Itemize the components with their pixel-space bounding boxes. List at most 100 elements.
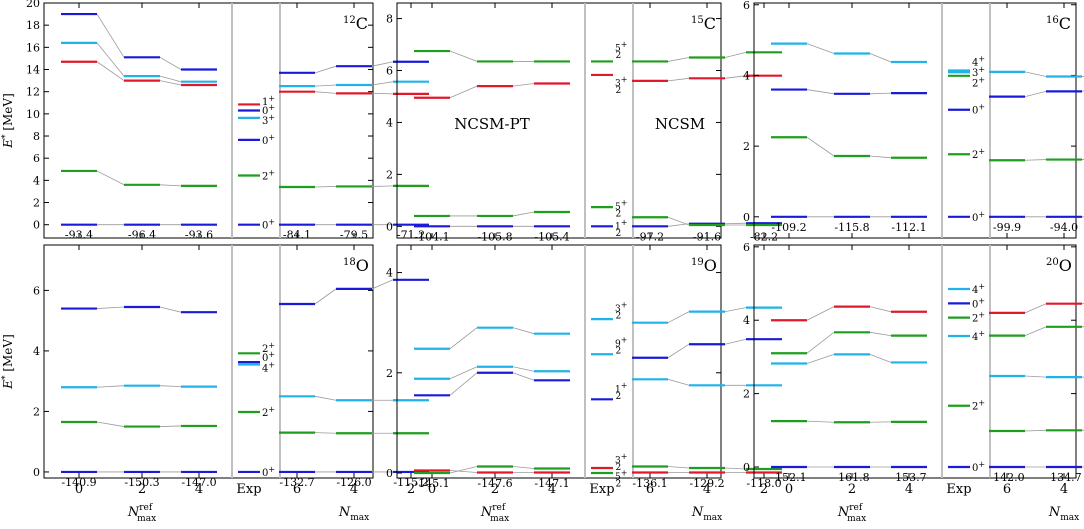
level-connector [1024,159,1047,161]
x-tick-label: Exp [236,482,261,497]
level-connector [314,288,337,305]
level-connector [1024,429,1047,432]
level-connector [806,353,835,364]
level-connector [869,53,892,63]
parity: + [268,168,275,177]
parity: + [268,133,275,142]
level-connector [512,366,535,372]
exp-spin-label: 0+ [262,103,275,117]
y-axis-unit: [MeV] [1,93,15,134]
exp-spin-label: 0+ [972,103,985,117]
method-label-ncsm-pt: NCSM-PT [454,115,529,133]
level-connector [1024,375,1047,378]
y-tick-label: 2 [33,405,40,418]
ground-state-energy: -104.1 [414,230,449,243]
x-tick-label: 6 [1003,482,1011,497]
element-symbol: O [704,256,717,275]
level-connector [1024,90,1047,98]
ground-state-energy: -140.9 [61,476,96,489]
x-tick-label: Exp [946,482,971,497]
exp-spin-label: 0+ [972,460,985,474]
x-tick-label: 0 [785,482,793,497]
parity: + [978,65,985,74]
ground-state-energy: -118.0 [746,477,781,490]
parity: + [621,336,628,345]
ground-state-energy: -147.1 [534,477,569,490]
panel-frame [396,244,722,479]
y-tick-label: 4 [743,69,750,82]
ground-state-energy: -132.7 [279,476,314,489]
parity: + [621,468,628,477]
y-tick-label: 4 [33,174,40,187]
spin-value: 2 [972,314,978,325]
spin-numerator: 3 [615,456,621,466]
ground-state-energy: -112.1 [891,221,926,234]
level-connector [806,89,835,95]
panel-frame [43,244,374,479]
level-connector [724,338,747,345]
level-connector [667,378,690,386]
spin-value: 2 [972,402,978,413]
level-connector [806,43,835,54]
spin-value: 0 [262,106,268,117]
x-tick-label: Exp [589,482,614,497]
exp-spin-label: 2+ [262,168,275,182]
spin-value: 4 [972,285,978,296]
exp-spin-label: 4+ [972,54,985,68]
level-connector [869,306,892,313]
exp-spin-label: 0+ [262,465,275,479]
x-axis-ref-sub: max [137,514,156,524]
ground-state-energy: -150.3 [124,476,159,489]
parity: + [268,350,275,359]
level-connector [314,91,337,94]
spin-value: 4 [972,57,978,68]
exp-spin-label: 3+ 2 [615,301,627,322]
level-connector [449,85,478,99]
mass-number: 18 [343,257,356,268]
spin-value: 0 [262,353,268,364]
level-connector [371,61,394,67]
level-connector [667,466,690,469]
exp-spin-label: 2+ [972,147,985,161]
level-connector [667,77,690,82]
parity: + [621,75,628,84]
x-axis-label-max: Nmax [338,505,369,523]
level-connector [724,222,747,225]
spin-denominator: 2 [615,312,621,322]
parity: + [268,361,275,370]
x-tick-label: 4 [548,482,556,497]
y-axis-unit: [MeV] [1,334,15,375]
y-tick-label: 0 [743,461,750,474]
element-symbol: O [1059,256,1072,275]
level-connector [449,372,478,396]
x-axis-ref-sub: max [490,514,509,524]
level-connector [314,84,337,87]
mass-number: 12 [343,15,356,26]
y-tick-label: 2 [33,197,40,210]
level-connector [667,57,690,62]
spin-value: 0 [262,468,268,479]
parity: + [268,94,275,103]
y-tick-label: 6 [33,284,40,297]
x-axis-max-N: N [691,505,704,520]
level-connector [159,184,182,187]
y-tick-label: 2 [386,168,393,181]
level-connector [869,155,892,159]
spin-value: 2 [972,79,978,90]
ground-state-energy: -115.8 [834,221,869,234]
parity: + [268,103,275,112]
ground-state-energy: -93.4 [65,229,93,242]
exp-spin-label: 4+ [262,361,275,375]
ground-state-energy: -105.8 [477,230,512,243]
exp-spin-label: 2+ [262,341,275,355]
parity: + [268,218,275,227]
parity: + [978,103,985,112]
spin-value: 3 [972,68,978,79]
level-connector [449,50,478,62]
exp-spin-label: 5+ 2 [615,468,627,489]
y-tick-label: 6 [33,152,40,165]
level-connector [159,385,182,388]
level-connector [159,75,182,83]
parity: + [978,399,985,408]
